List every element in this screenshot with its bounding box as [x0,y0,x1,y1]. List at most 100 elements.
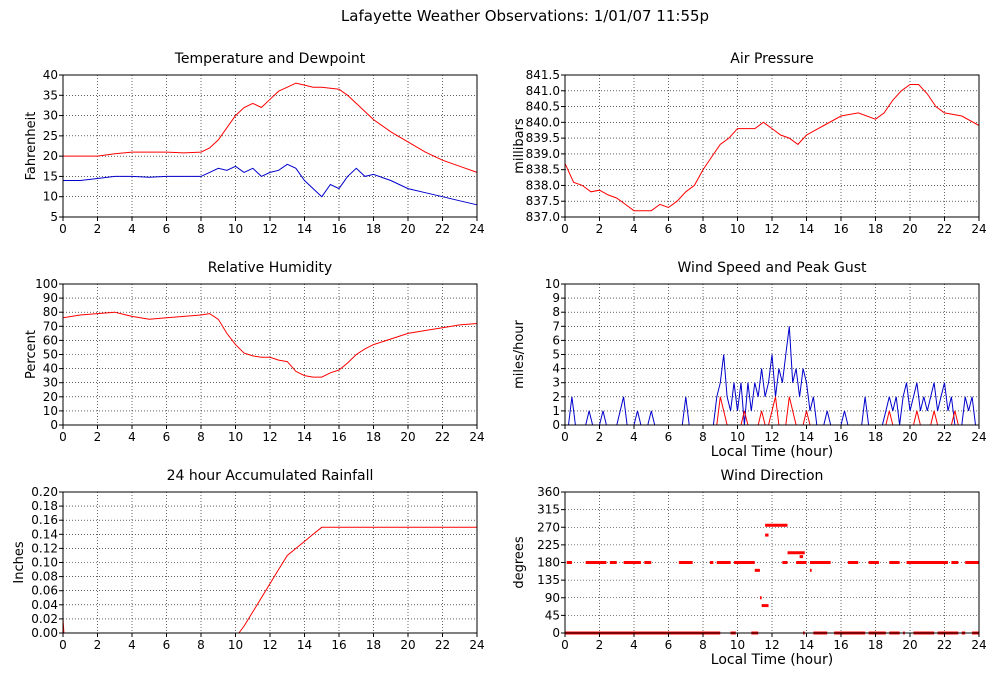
y-tick-label: 10 [43,404,58,418]
x-tick-label: 14 [297,222,312,236]
x-tick-label: 16 [833,222,848,236]
y-tick-label: 0.14 [31,527,58,541]
y-tick-label: 840.0 [526,115,560,129]
x-tick-label: 14 [297,638,312,652]
y-tick-label: 40 [43,68,58,82]
x-tick-label: 16 [331,638,346,652]
y-tick-label: 0 [552,418,560,432]
y-tick-label: 100 [35,277,58,291]
x-tick-label: 20 [400,430,415,444]
x-tick-label: 10 [730,222,745,236]
y-tick-label: 90 [545,591,560,605]
x-tick-label: 4 [630,638,638,652]
x-tick-label: 4 [630,430,638,444]
y-tick-label: 839.0 [526,147,560,161]
x-tick-label: 8 [699,430,707,444]
y-tick-label: 4 [552,362,560,376]
y-tick-label: 10 [545,277,560,291]
y-tick-label: 0 [552,626,560,640]
x-tick-label: 4 [128,638,136,652]
x-tick-label: 6 [163,638,171,652]
chart-title: Air Pressure [730,51,813,67]
x-tick-label: 10 [228,222,243,236]
x-tick-label: 20 [400,638,415,652]
x-tick-label: 22 [937,430,952,444]
x-tick-label: 22 [937,638,952,652]
y-tick-label: 839.5 [526,131,560,145]
x-tick-label: 24 [469,222,484,236]
y-tick-label: 0 [50,418,58,432]
x-tick-label: 24 [469,430,484,444]
x-tick-label: 2 [94,222,102,236]
x-tick-label: 22 [435,638,450,652]
x-tick-label: 18 [868,638,883,652]
x-tick-label: 20 [902,638,917,652]
series-line-0 [62,311,478,378]
x-tick-label: 10 [228,430,243,444]
y-tick-label: 15 [43,169,58,183]
x-tick-label: 22 [937,222,952,236]
x-tick-label: 4 [128,430,136,444]
x-tick-label: 2 [94,430,102,444]
x-tick-label: 12 [262,222,277,236]
x-tick-label: 2 [94,638,102,652]
y-tick-label: 80 [43,305,58,319]
y-tick-label: 841.0 [526,84,560,98]
y-tick-label: 1 [552,404,560,418]
x-axis-label: Local Time (hour) [711,444,833,460]
x-tick-label: 0 [561,638,569,652]
x-tick-label: 20 [902,222,917,236]
x-tick-label: 2 [596,430,604,444]
x-tick-label: 18 [366,222,381,236]
series-line-0 [564,84,980,212]
y-tick-label: 0.16 [31,513,58,527]
x-tick-label: 6 [665,638,673,652]
chart-relative-humidity: 0 2 4 6 8 10 12 14 16 18 20 22 240102030405060708090… [24,260,485,444]
x-tick-label: 8 [197,638,205,652]
x-tick-label: 14 [297,430,312,444]
x-tick-label: 16 [331,430,346,444]
x-tick-label: 8 [197,222,205,236]
chart-title: 24 hour Accumulated Rainfall [167,468,374,484]
x-tick-label: 6 [163,430,171,444]
x-tick-label: 4 [128,222,136,236]
x-tick-label: 20 [400,222,415,236]
y-tick-label: 180 [537,556,560,570]
y-tick-label: 25 [43,129,58,143]
y-axis-label: Percent [24,330,39,379]
y-tick-label: 0.06 [31,584,58,598]
x-tick-label: 24 [971,430,986,444]
y-axis-label: miles/hour [512,319,527,388]
y-tick-label: 840.5 [526,100,560,114]
y-tick-label: 0.10 [31,556,58,570]
y-tick-label: 0.04 [31,598,58,612]
y-tick-label: 837.0 [526,210,560,224]
chart-title: Temperature and Dewpoint [174,51,366,67]
series-line-1 [63,163,478,206]
y-tick-label: 90 [43,291,58,305]
y-tick-label: 0.18 [31,499,58,513]
y-tick-label: 9 [552,291,560,305]
y-axis-label: millibars [512,118,527,174]
chart-temperature-dewpoint: 0 2 4 6 8 10 12 14 16 18 20 22 24510152025303540Temp… [24,51,485,236]
x-tick-label: 0 [59,430,67,444]
x-tick-label: 18 [366,430,381,444]
x-axis-label: Local Time (hour) [711,652,833,668]
y-tick-label: 3 [552,376,560,390]
y-tick-label: 315 [537,503,560,517]
x-tick-label: 18 [868,222,883,236]
chart-title: Wind Speed and Peak Gust [678,260,867,276]
x-tick-label: 16 [331,222,346,236]
y-tick-label: 35 [43,88,58,102]
x-tick-label: 0 [561,430,569,444]
chart-accumulated-rainfall: 0 2 4 6 8 10 12 14 16 18 20 22 240.000.020.040.060.0… [12,468,485,652]
x-tick-label: 12 [764,430,779,444]
y-tick-label: 0.00 [31,626,58,640]
y-axis-label: degrees [512,536,527,589]
y-tick-label: 0.12 [31,541,58,555]
x-tick-label: 16 [833,430,848,444]
y-tick-label: 360 [537,485,560,499]
y-tick-label: 30 [43,376,58,390]
y-tick-label: 270 [537,520,560,534]
